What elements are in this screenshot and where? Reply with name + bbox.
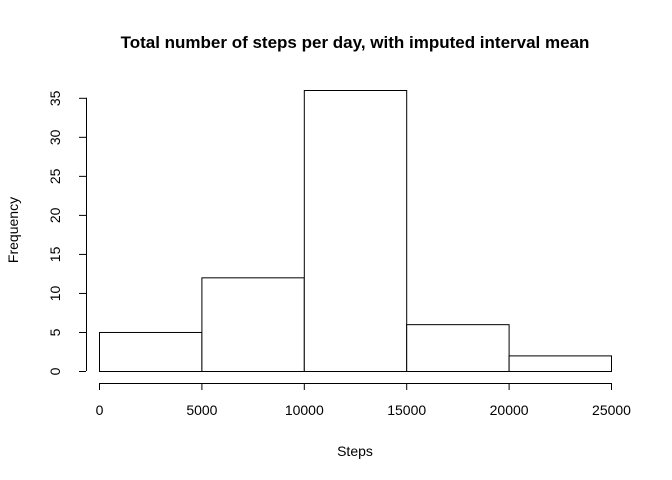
y-tick-label-3: 15 <box>47 246 63 262</box>
x-tick-label-3: 15000 <box>387 402 426 418</box>
chart-title: Total number of steps per day, with impu… <box>121 33 590 52</box>
histogram-bar-4 <box>508 355 613 372</box>
y-tick-label-5: 25 <box>47 168 63 184</box>
y-tick-label-6: 30 <box>47 129 63 145</box>
x-tick-label-0: 0 <box>96 402 104 418</box>
histogram-bar-2 <box>303 90 408 372</box>
y-axis: 0 5 10 15 20 25 30 35 <box>47 90 87 375</box>
histogram-bar-3 <box>406 324 510 372</box>
histogram-bar-0 <box>99 331 203 373</box>
x-axis-label: Steps <box>337 443 373 459</box>
y-tick-label-0: 0 <box>47 367 63 375</box>
x-tick-label-2: 10000 <box>285 402 324 418</box>
histogram-bar-1 <box>201 277 305 373</box>
y-axis-label: Frequency <box>5 197 21 263</box>
y-tick-label-2: 10 <box>47 285 63 301</box>
y-tick-label-4: 20 <box>47 207 63 223</box>
bars-group <box>99 90 613 373</box>
x-tick-label-1: 5000 <box>186 402 217 418</box>
x-tick-label-5: 25000 <box>592 402 631 418</box>
x-tick-label-4: 20000 <box>490 402 529 418</box>
y-tick-label-7: 35 <box>47 90 63 106</box>
y-tick-label-1: 5 <box>47 328 63 336</box>
x-axis: 0 5000 10000 15000 20000 25000 <box>96 383 631 418</box>
